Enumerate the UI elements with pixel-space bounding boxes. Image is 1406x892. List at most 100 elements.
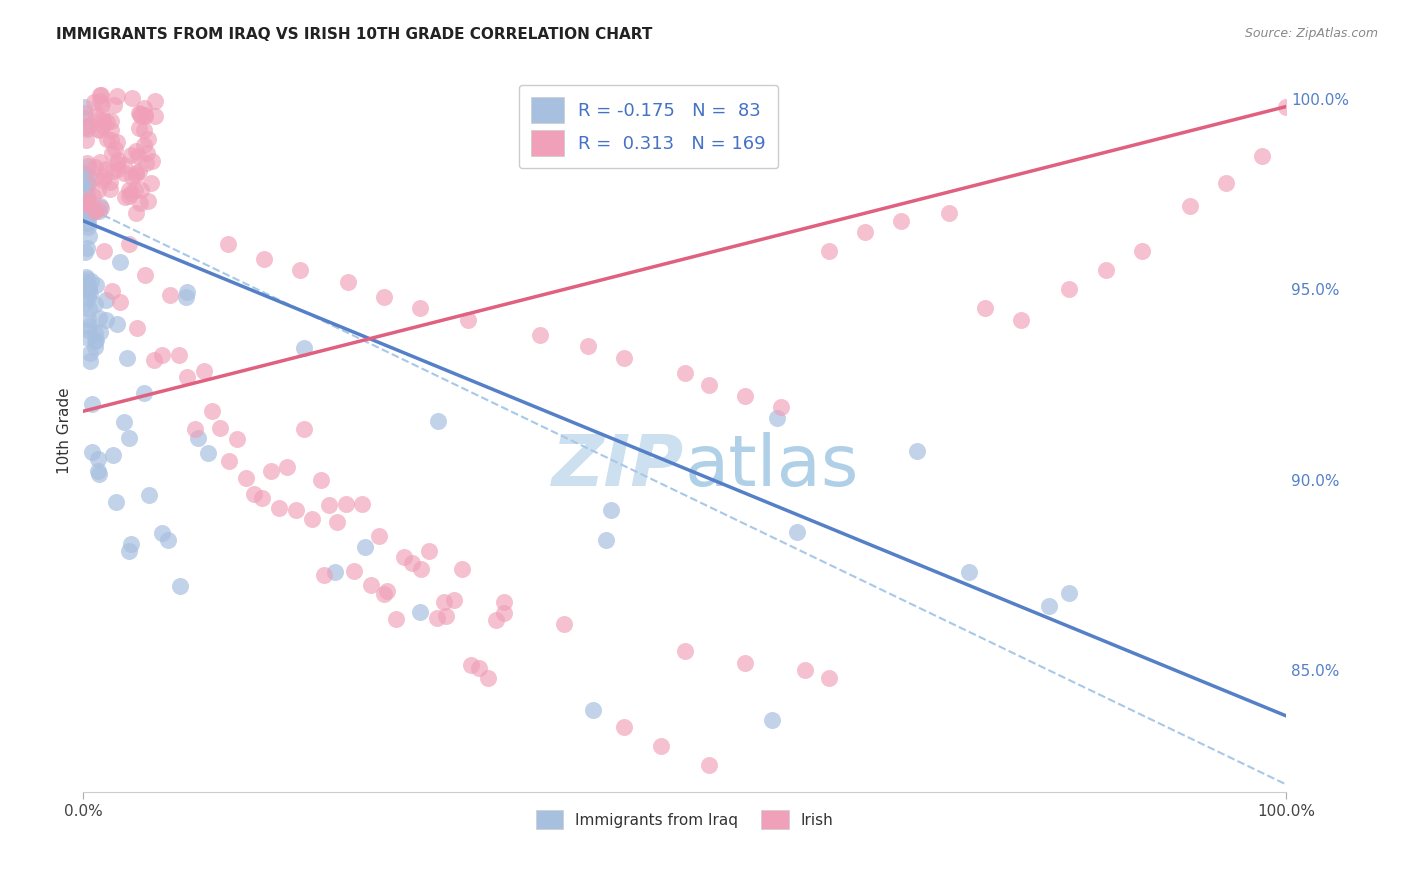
- Point: [1251, 149, 1274, 163]
- Point: [494, 595, 516, 609]
- Point: [734, 389, 756, 403]
- Point: [75, 208, 97, 222]
- Point: [76, 204, 98, 219]
- Point: [336, 275, 359, 289]
- Point: [127, 149, 149, 163]
- Point: [1178, 198, 1201, 212]
- Point: [1215, 176, 1237, 190]
- Point: [121, 169, 143, 184]
- Point: [457, 313, 479, 327]
- Point: [105, 317, 128, 331]
- Point: [343, 565, 366, 579]
- Point: [91, 97, 114, 112]
- Point: [125, 321, 148, 335]
- Point: [582, 703, 605, 717]
- Point: [89, 310, 111, 325]
- Point: [818, 244, 841, 259]
- Point: [957, 565, 980, 579]
- Point: [77, 228, 100, 243]
- Point: [157, 533, 180, 548]
- Point: [77, 319, 100, 334]
- Point: [1094, 263, 1116, 277]
- Point: [373, 290, 395, 304]
- Point: [135, 156, 157, 170]
- Point: [132, 137, 155, 152]
- Point: [98, 175, 121, 189]
- Point: [174, 289, 197, 303]
- Point: [73, 276, 96, 290]
- Point: [136, 132, 159, 146]
- Point: [77, 220, 100, 235]
- Point: [853, 225, 876, 239]
- Point: [134, 109, 156, 123]
- Point: [650, 739, 672, 754]
- Point: [118, 431, 141, 445]
- Point: [75, 133, 97, 147]
- Point: [76, 194, 98, 208]
- Point: [77, 202, 100, 217]
- Point: [76, 122, 98, 136]
- Point: [786, 524, 808, 539]
- Point: [73, 100, 96, 114]
- Point: [77, 312, 100, 326]
- Point: [96, 115, 118, 129]
- Point: [309, 473, 332, 487]
- Point: [150, 526, 173, 541]
- Point: [132, 101, 155, 115]
- Point: [87, 467, 110, 481]
- Point: [89, 199, 111, 213]
- Point: [187, 431, 209, 445]
- Point: [76, 241, 98, 255]
- Point: [94, 293, 117, 308]
- Point: [143, 109, 166, 123]
- Point: [75, 111, 97, 125]
- Point: [253, 252, 276, 266]
- Point: [335, 497, 357, 511]
- Point: [766, 411, 789, 425]
- Point: [761, 713, 783, 727]
- Point: [409, 562, 432, 576]
- Point: [75, 176, 97, 190]
- Legend: Immigrants from Iraq, Irish: Immigrants from Iraq, Irish: [530, 804, 839, 835]
- Point: [77, 284, 100, 298]
- Point: [91, 109, 114, 123]
- Point: [84, 334, 107, 348]
- Point: [132, 386, 155, 401]
- Point: [354, 540, 377, 554]
- Point: [83, 340, 105, 354]
- Point: [125, 145, 148, 159]
- Point: [150, 348, 173, 362]
- Point: [974, 301, 997, 316]
- Point: [129, 109, 152, 123]
- Point: [384, 612, 406, 626]
- Point: [373, 587, 395, 601]
- Point: [84, 203, 107, 218]
- Point: [73, 166, 96, 180]
- Point: [1059, 282, 1081, 296]
- Point: [409, 301, 432, 316]
- Point: [79, 346, 101, 360]
- Point: [84, 326, 107, 341]
- Point: [418, 543, 440, 558]
- Point: [426, 610, 449, 624]
- Point: [75, 168, 97, 182]
- Point: [76, 272, 98, 286]
- Point: [139, 177, 162, 191]
- Point: [259, 464, 281, 478]
- Point: [114, 190, 136, 204]
- Point: [250, 491, 273, 505]
- Point: [82, 445, 104, 459]
- Point: [84, 297, 107, 311]
- Point: [613, 720, 636, 734]
- Point: [76, 169, 98, 183]
- Text: IMMIGRANTS FROM IRAQ VS IRISH 10TH GRADE CORRELATION CHART: IMMIGRANTS FROM IRAQ VS IRISH 10TH GRADE…: [56, 27, 652, 42]
- Point: [243, 486, 266, 500]
- Point: [87, 123, 110, 137]
- Point: [890, 214, 912, 228]
- Point: [485, 614, 508, 628]
- Point: [818, 671, 841, 685]
- Point: [87, 203, 110, 218]
- Point: [595, 533, 617, 547]
- Point: [100, 133, 122, 147]
- Text: atlas: atlas: [685, 432, 859, 501]
